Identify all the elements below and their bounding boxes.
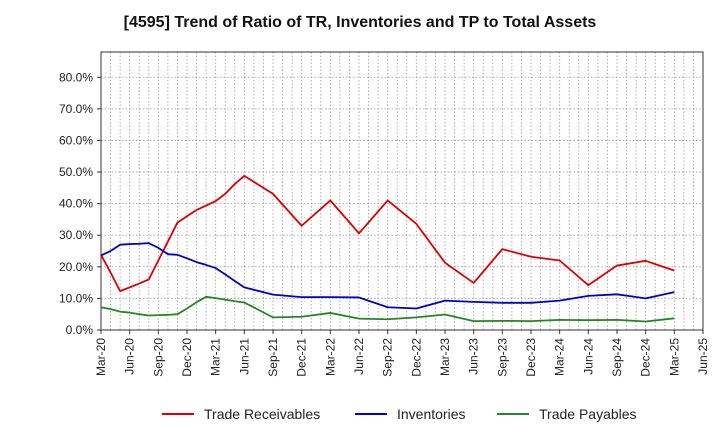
legend-label-1: Trade Receivables [204, 406, 320, 422]
y-tick-label: 0.0% [66, 323, 94, 337]
x-tick-label: Dec-20 [180, 338, 194, 377]
x-tick-label: Sep-22 [381, 338, 395, 377]
legend-label-2: Inventories [397, 406, 465, 422]
y-tick-label: 80.0% [59, 70, 93, 84]
x-tick-label: Mar-23 [438, 338, 452, 376]
x-tick-label: Jun-21 [237, 338, 251, 375]
x-tick-label: Jun-24 [581, 338, 595, 375]
x-tick-label: Dec-21 [295, 338, 309, 377]
y-tick-label: 50.0% [59, 165, 93, 179]
x-tick-label: Dec-23 [524, 338, 538, 377]
plot-area [100, 51, 704, 331]
series-line-2 [100, 242, 675, 310]
x-tick-label: Dec-22 [409, 338, 423, 377]
x-tick-label: Mar-24 [553, 338, 567, 376]
y-tick-label: 20.0% [59, 260, 93, 274]
x-tick-label: Jun-22 [352, 338, 366, 375]
x-tick-label: Jun-25 [696, 338, 710, 375]
y-tick-label: 70.0% [59, 102, 93, 116]
y-tick-label: 30.0% [59, 228, 93, 242]
legend-label-3: Trade Payables [539, 406, 637, 422]
chart-title: [4595] Trend of Ratio of TR, Inventories… [123, 14, 597, 31]
x-tick-label: Jun-23 [467, 338, 481, 375]
x-tick-label: Mar-22 [323, 338, 337, 376]
x-tick-label: Jun-20 [123, 338, 137, 375]
x-tick-label: Sep-23 [495, 338, 509, 377]
x-tick-label: Sep-20 [151, 338, 165, 377]
y-tick-label: 10.0% [59, 291, 93, 305]
x-tick-label: Sep-24 [610, 338, 624, 377]
x-tick-label: Mar-20 [94, 338, 108, 376]
x-tick-label: Mar-25 [667, 338, 681, 376]
y-tick-label: 40.0% [59, 197, 93, 211]
x-tick-label: Mar-21 [209, 338, 223, 376]
x-tick-label: Dec-24 [639, 338, 653, 377]
series-line-1 [100, 174, 675, 293]
y-tick-label: 60.0% [59, 133, 93, 147]
x-tick-label: Sep-21 [266, 338, 280, 377]
series-line-3 [100, 295, 675, 323]
